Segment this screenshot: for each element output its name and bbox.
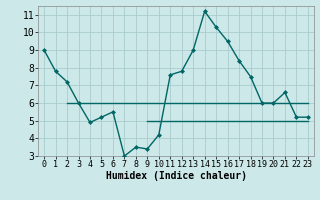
- X-axis label: Humidex (Indice chaleur): Humidex (Indice chaleur): [106, 171, 246, 181]
